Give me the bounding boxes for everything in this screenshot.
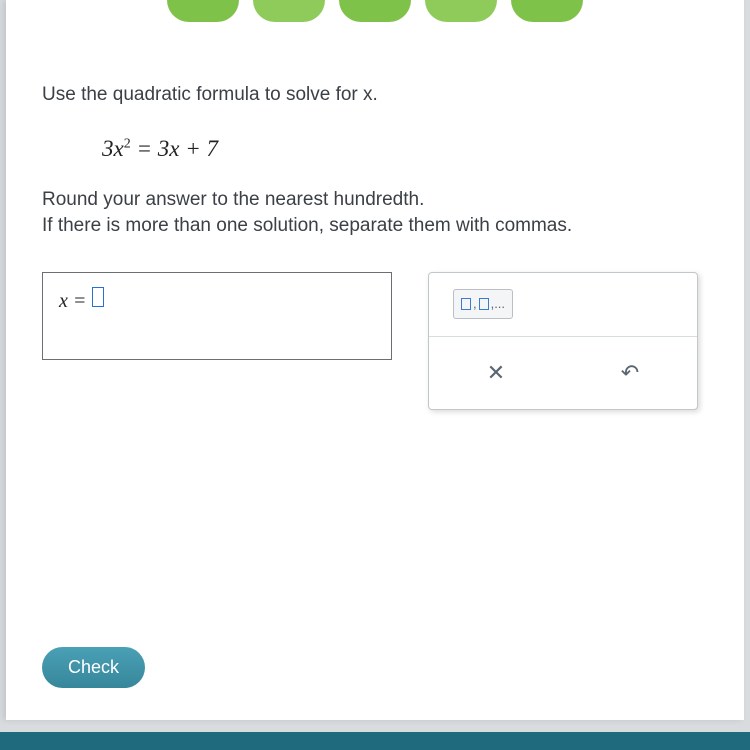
nav-bubbles xyxy=(6,0,744,22)
list-slot-icon xyxy=(461,298,471,310)
nav-bubble[interactable] xyxy=(253,0,325,22)
csv-ellipsis: ,... xyxy=(491,295,505,313)
hint-line-1: Round your answer to the nearest hundred… xyxy=(42,187,708,214)
nav-bubble[interactable] xyxy=(167,0,239,22)
check-button-label: Check xyxy=(68,657,119,677)
equation-display: 3x2 = 3x + 7 xyxy=(102,133,708,165)
close-icon: ✕ xyxy=(487,358,505,389)
check-button[interactable]: Check xyxy=(42,647,145,688)
footer-bar xyxy=(0,732,750,750)
instruction-text: Use the quadratic formula to solve for x… xyxy=(42,82,708,109)
answer-prefix: x = xyxy=(59,287,86,315)
hint-line-2: If there is more than one solution, sepa… xyxy=(42,213,708,240)
list-slot-icon xyxy=(479,298,489,310)
content-area: Use the quadratic formula to solve for x… xyxy=(6,0,744,410)
answer-row: x = , ,... ✕ ↶ xyxy=(42,272,708,410)
undo-button[interactable]: ↶ xyxy=(563,337,697,409)
clear-button[interactable]: ✕ xyxy=(429,337,563,409)
tool-panel: , ,... ✕ ↶ xyxy=(428,272,698,410)
tool-panel-top: , ,... xyxy=(429,273,697,337)
nav-bubble[interactable] xyxy=(425,0,497,22)
answer-input-box[interactable]: x = xyxy=(42,272,392,360)
problem-page: Use the quadratic formula to solve for x… xyxy=(6,0,744,720)
comma-list-button[interactable]: , ,... xyxy=(453,289,513,319)
tool-panel-bottom: ✕ ↶ xyxy=(429,337,697,409)
nav-bubble[interactable] xyxy=(339,0,411,22)
answer-slot-icon[interactable] xyxy=(92,287,104,307)
undo-icon: ↶ xyxy=(621,358,639,389)
nav-bubble[interactable] xyxy=(511,0,583,22)
